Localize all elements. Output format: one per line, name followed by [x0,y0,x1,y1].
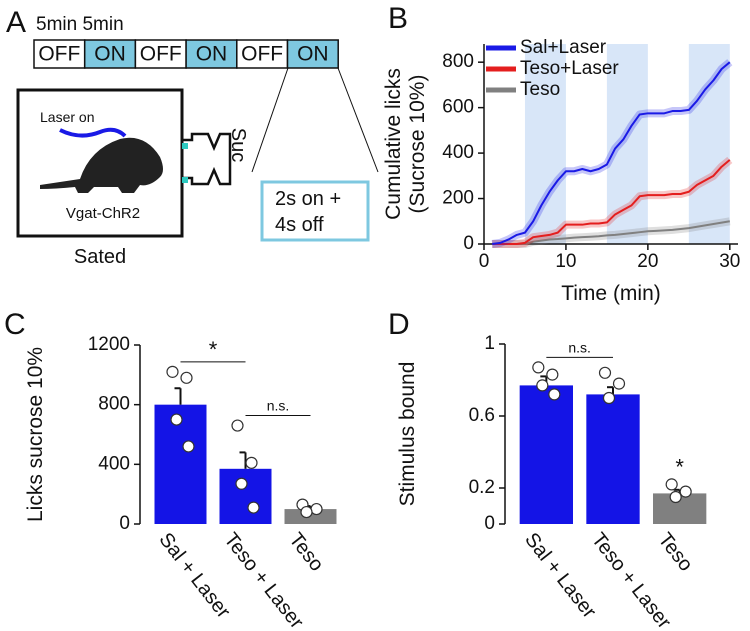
data-point [300,505,313,519]
spout-tip [182,143,188,149]
segment [286,39,339,69]
data-point [679,485,692,498]
segment-label: OFF [140,43,182,66]
data-point [170,413,183,426]
bar [219,468,272,524]
segment-label: OFF [38,43,80,66]
series-line [492,61,731,245]
series-line [492,159,731,245]
data-point [166,365,179,378]
data-point [598,366,612,379]
stimulus-band [524,44,566,244]
x-tick-label: 0 [479,251,490,272]
mouse [40,137,163,193]
panel-a: A 5min 5min OFF ON OFF ON OFF ON Laser on Vga… [6,6,379,268]
significance-label: n.s. [267,398,290,414]
data-point [612,377,626,390]
panel-label: A [6,6,26,39]
data-point [310,502,323,516]
stimulus-band [688,44,730,244]
y-tick-label: 600 [442,97,474,118]
mouse-label: Vgat-ChR2 [66,205,140,222]
segment-label: ON [297,43,329,66]
significance-label: n.s. [568,339,591,355]
x-tick-label: 30 [719,251,740,272]
data-point [536,379,549,392]
y-tick-label: 0 [463,233,474,254]
stimulus-band [606,44,648,244]
y-tick-label: 1 [484,333,495,354]
laser-label: Laser on [40,109,94,125]
data-point [532,361,545,374]
x-tick-label: 10 [555,251,576,272]
y-tick-label: 200 [442,188,474,209]
fiber [59,127,127,138]
segment [83,39,137,69]
zoom-line [251,67,289,173]
y-tick-label: 0.6 [469,405,495,426]
y-tick-label: 400 [442,142,474,163]
y-tick-label: 400 [98,453,130,474]
y-tick-label: 800 [442,51,474,72]
data-point [546,368,559,381]
bar [519,385,573,524]
x-tick-label: Teso [654,529,697,576]
data-point [602,391,616,405]
pulse-text: 4s off [275,214,324,236]
legend-label: Teso [520,79,560,100]
panel-label: C [4,308,26,341]
bar [154,404,207,524]
y-tick-label: 800 [98,394,130,415]
y-tick-label: 1200 [88,334,130,355]
panel-label: B [388,2,408,35]
y-tick-label: 0 [119,513,130,534]
segment [33,39,86,69]
data-point [669,490,682,504]
y-tick-label: 0 [484,513,495,534]
y-axis-label: (Sucrose 10%) [406,75,429,214]
data-point [180,371,193,384]
data-point [665,478,678,491]
pulse-text: 2s on + [275,188,341,210]
x-tick-label: 20 [637,251,658,272]
spout-label: Suc [227,128,249,162]
x-axis-label: Time (min) [561,282,661,305]
zoom-line [337,67,379,173]
legend-label: Teso+Laser [520,58,619,79]
segment-label: OFF [241,43,283,66]
data-point [247,501,260,514]
panel-label: D [388,308,410,341]
segment-label: ON [196,43,228,66]
segment [134,39,187,69]
x-tick-label: Teso [284,529,327,576]
y-tick-label: 0.2 [469,477,495,498]
y-axis-label: Cumulative licks [382,68,405,220]
data-point [245,456,258,469]
timing-label: 5min 5min [36,14,124,35]
segment-label: ON [94,43,126,66]
legend-label: Sal+Laser [520,37,607,58]
bar [586,394,640,524]
segment [236,39,289,69]
data-point [182,440,195,453]
data-point [235,477,248,490]
data-point [231,419,244,432]
data-point [548,388,561,401]
series-line [492,220,730,245]
timeline: OFF ON OFF ON OFF ON [33,39,339,69]
spout-tip [182,177,188,183]
pulse-box [260,180,370,242]
spout [182,132,232,186]
y-axis-label: Licks sucrose 10% [24,347,47,522]
significance-label: * [675,454,684,479]
significance-label: * [209,337,218,362]
y-axis-label: Stimulus bound [396,362,419,507]
state-label: Sated [74,246,126,268]
